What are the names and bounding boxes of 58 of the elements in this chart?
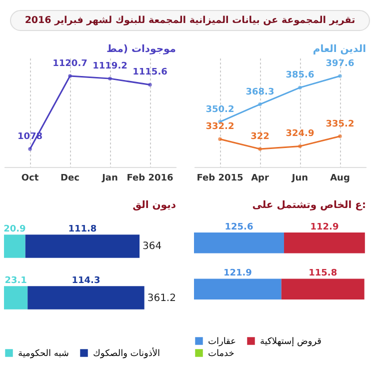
data-label: 20.9 xyxy=(4,224,26,235)
bar xyxy=(28,286,144,310)
data-label: 115.8 xyxy=(308,268,338,279)
data-label: 23.1 xyxy=(4,276,27,286)
data-label: 350.2 xyxy=(206,104,234,115)
annotation: 364 xyxy=(142,241,162,252)
legend-label: خدمات xyxy=(208,349,234,359)
chart-title: موجودات (مط xyxy=(106,44,176,55)
point xyxy=(68,74,72,78)
data-label: 335.2 xyxy=(326,119,354,130)
data-label: 368.3 xyxy=(246,87,274,98)
point xyxy=(258,102,262,106)
data-label: 1119.2 xyxy=(92,62,128,72)
legend-label: الأذونات والصكوك xyxy=(93,347,160,359)
bar xyxy=(281,278,364,300)
bar xyxy=(194,232,284,254)
x-tick-label: Dec xyxy=(60,174,80,184)
bar xyxy=(25,234,140,258)
x-tick-label: Jan xyxy=(101,174,118,184)
point xyxy=(298,144,302,148)
legend-label: شبه الحكومية xyxy=(18,349,69,359)
data-label: 322 xyxy=(250,132,270,142)
point xyxy=(148,82,152,87)
point xyxy=(218,137,222,142)
bar xyxy=(4,234,26,258)
chart-title: ديون الق xyxy=(132,200,176,211)
bar xyxy=(194,278,282,300)
chart-title: ع الخاص وتشتمل على: xyxy=(252,200,366,211)
x-tick-label: Aug xyxy=(330,174,350,184)
text: تقرير المجموعة عن بيانات الميزانية المجمعة للبنوك لشهر فبراير 2016 xyxy=(10,10,370,30)
point xyxy=(338,74,342,78)
point xyxy=(298,86,302,90)
point xyxy=(108,76,112,80)
text: 361.2 xyxy=(147,292,176,304)
data-label: 1115.6 xyxy=(132,68,168,78)
data-label: 1120.7 xyxy=(52,59,88,69)
data-label: 121.9 xyxy=(223,268,252,279)
data-label: 397.6 xyxy=(326,59,354,69)
data-label: 112.9 xyxy=(310,222,339,232)
x-tick-label: Feb 2015 xyxy=(196,174,244,184)
point xyxy=(338,134,342,138)
chart-title: الدين العام xyxy=(312,44,366,55)
x-tick-label: Oct xyxy=(21,174,40,184)
bar xyxy=(284,232,365,254)
x-tick-label: Feb 2016 xyxy=(126,174,174,184)
data-label: 332.2 xyxy=(206,122,234,132)
bar xyxy=(4,286,28,310)
data-label: 114.3 xyxy=(72,276,100,286)
data-label: 111.8 xyxy=(68,224,97,235)
data-label: 125.6 xyxy=(224,222,254,232)
x-tick-label: Jun xyxy=(290,174,308,184)
data-label: 385.6 xyxy=(286,70,314,81)
legend-label: قروض إستهلاكية xyxy=(260,337,322,347)
point xyxy=(28,147,32,151)
legend-label: عقارات xyxy=(208,337,236,347)
point xyxy=(258,147,262,151)
data-label: 324.9 xyxy=(286,129,314,140)
x-tick-label: Apr xyxy=(251,174,270,184)
